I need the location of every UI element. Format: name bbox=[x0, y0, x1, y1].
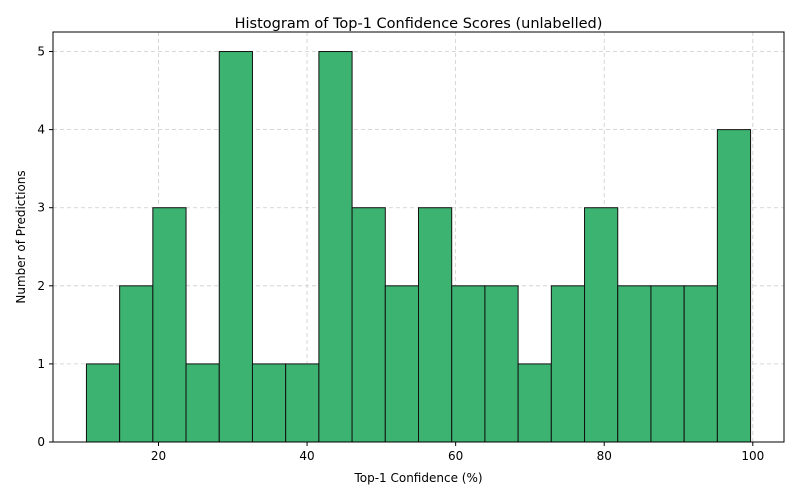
histogram-bar bbox=[119, 285, 154, 443]
plot-frame bbox=[52, 31, 785, 443]
y-tick-label: 0 bbox=[37, 435, 45, 449]
x-tick-label: 100 bbox=[741, 449, 764, 463]
histogram-bar bbox=[318, 51, 353, 443]
y-tick-label: 2 bbox=[37, 279, 45, 293]
histogram-bar bbox=[584, 207, 619, 443]
histogram-bar bbox=[85, 363, 121, 443]
x-tick-label: 60 bbox=[448, 449, 463, 463]
histogram-bar bbox=[683, 285, 718, 443]
histogram-bar bbox=[484, 285, 519, 443]
histogram-bar bbox=[384, 285, 420, 443]
histogram-bar bbox=[550, 285, 586, 443]
histogram-bar bbox=[251, 363, 287, 443]
y-axis: 0 1 2 3 4 5 bbox=[37, 45, 53, 449]
histogram-bar bbox=[285, 363, 320, 443]
y-tick-label: 4 bbox=[37, 123, 45, 137]
histogram-bar bbox=[517, 363, 552, 443]
histogram-bar bbox=[218, 51, 253, 443]
histogram-bar bbox=[650, 285, 685, 443]
x-tick-label: 40 bbox=[299, 449, 314, 463]
x-axis-label: Top-1 Confidence (%) bbox=[353, 471, 482, 485]
histogram-bar bbox=[351, 207, 386, 443]
x-tick-label: 80 bbox=[597, 449, 612, 463]
histogram-bar bbox=[716, 129, 752, 443]
histogram-bar bbox=[152, 207, 187, 443]
bars-layer bbox=[85, 51, 752, 443]
histogram-bar bbox=[617, 285, 652, 443]
histogram-bar bbox=[185, 363, 220, 443]
x-tick-label: 20 bbox=[151, 449, 166, 463]
y-tick-label: 5 bbox=[37, 45, 45, 59]
y-tick-label: 3 bbox=[37, 201, 45, 215]
y-tick-label: 1 bbox=[37, 357, 45, 371]
histogram-bar bbox=[451, 285, 486, 443]
chart-title: Histogram of Top-1 Confidence Scores (un… bbox=[235, 16, 603, 32]
histogram-bar bbox=[418, 207, 453, 443]
y-axis-label: Number of Predictions bbox=[14, 170, 28, 303]
x-axis: 20 40 60 80 100 bbox=[151, 442, 764, 463]
